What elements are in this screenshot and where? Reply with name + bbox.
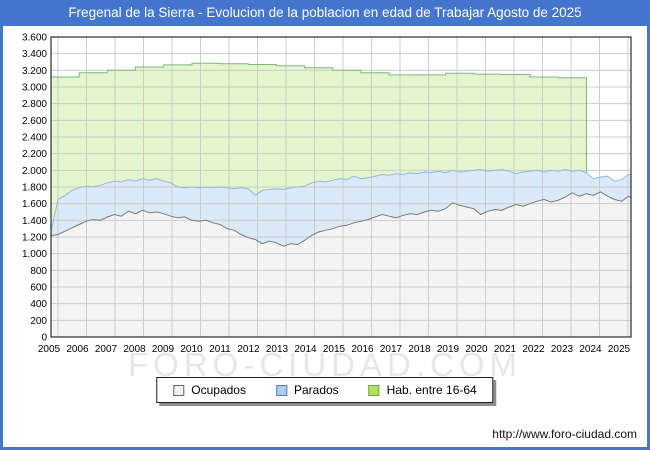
svg-text:2019: 2019 — [437, 344, 460, 355]
chart-content: FORO-CIUDAD.COM02004006008001.0001.2001.… — [3, 26, 647, 447]
svg-text:2.000: 2.000 — [22, 166, 47, 177]
svg-text:2025: 2025 — [608, 344, 631, 355]
svg-text:3.400: 3.400 — [22, 49, 47, 60]
svg-text:2008: 2008 — [123, 344, 146, 355]
svg-text:2007: 2007 — [95, 344, 118, 355]
svg-text:2020: 2020 — [465, 344, 488, 355]
svg-text:2013: 2013 — [266, 344, 289, 355]
legend-item-parados: Parados — [276, 383, 339, 397]
svg-text:0: 0 — [41, 333, 47, 344]
svg-text:2015: 2015 — [323, 344, 346, 355]
svg-text:2006: 2006 — [66, 344, 89, 355]
svg-text:1.600: 1.600 — [22, 199, 47, 210]
svg-text:2021: 2021 — [494, 344, 517, 355]
legend-label-parados: Parados — [294, 383, 339, 397]
svg-text:2022: 2022 — [522, 344, 545, 355]
svg-text:2010: 2010 — [180, 344, 203, 355]
svg-text:2.600: 2.600 — [22, 116, 47, 127]
x-axis-labels: 2005 2006 2007 2008 2009 2010 2011 2012 2013 2014… — [38, 344, 631, 355]
svg-text:200: 200 — [30, 316, 47, 327]
svg-text:2024: 2024 — [579, 344, 602, 355]
legend-item-hab-16-64: Hab. entre 16-64 — [369, 383, 477, 397]
svg-text:400: 400 — [30, 299, 47, 310]
svg-text:1.000: 1.000 — [22, 249, 47, 260]
svg-text:2012: 2012 — [237, 344, 260, 355]
svg-text:2014: 2014 — [294, 344, 317, 355]
chart-title-bar: Fregenal de la Sierra - Evolucion de la … — [0, 0, 650, 26]
svg-text:2005: 2005 — [38, 344, 61, 355]
svg-text:2.400: 2.400 — [22, 133, 47, 144]
hab-16-64-swatch-icon — [369, 385, 380, 396]
y-axis-labels: 0 200 400 600 800 1.000 1.200 1.400 1.600 1.800 2.… — [22, 33, 47, 344]
svg-text:2016: 2016 — [351, 344, 374, 355]
legend-label-ocupados: Ocupados — [191, 383, 246, 397]
page-title: Fregenal de la Sierra - Evolucion de la … — [68, 5, 581, 20]
app-window: Fregenal de la Sierra - Evolucion de la … — [0, 0, 650, 450]
legend-item-ocupados: Ocupados — [173, 383, 246, 397]
svg-text:800: 800 — [30, 266, 47, 277]
svg-text:3.200: 3.200 — [22, 66, 47, 77]
svg-text:1.400: 1.400 — [22, 216, 47, 227]
footer-url-link[interactable]: http://www.foro-ciudad.com — [492, 427, 637, 441]
svg-text:2017: 2017 — [380, 344, 403, 355]
areas-layer — [51, 63, 631, 337]
svg-text:2018: 2018 — [408, 344, 431, 355]
svg-text:2023: 2023 — [551, 344, 574, 355]
svg-text:1.200: 1.200 — [22, 233, 47, 244]
svg-text:3.600: 3.600 — [22, 33, 47, 44]
svg-text:2.200: 2.200 — [22, 149, 47, 160]
svg-text:2.800: 2.800 — [22, 99, 47, 110]
chart-legend: Ocupados Parados Hab. entre 16-64 — [156, 377, 493, 403]
population-area-chart: FORO-CIUDAD.COM02004006008001.0001.2001.… — [3, 26, 647, 421]
svg-text:2011: 2011 — [209, 344, 231, 355]
legend-label-hab-16-64: Hab. entre 16-64 — [387, 383, 477, 397]
svg-text:2009: 2009 — [152, 344, 175, 355]
svg-text:600: 600 — [30, 283, 47, 294]
parados-swatch-icon — [276, 385, 287, 396]
svg-text:3.000: 3.000 — [22, 83, 47, 94]
ocupados-swatch-icon — [173, 385, 184, 396]
footer: http://www.foro-ciudad.com — [492, 427, 637, 441]
svg-text:1.800: 1.800 — [22, 183, 47, 194]
